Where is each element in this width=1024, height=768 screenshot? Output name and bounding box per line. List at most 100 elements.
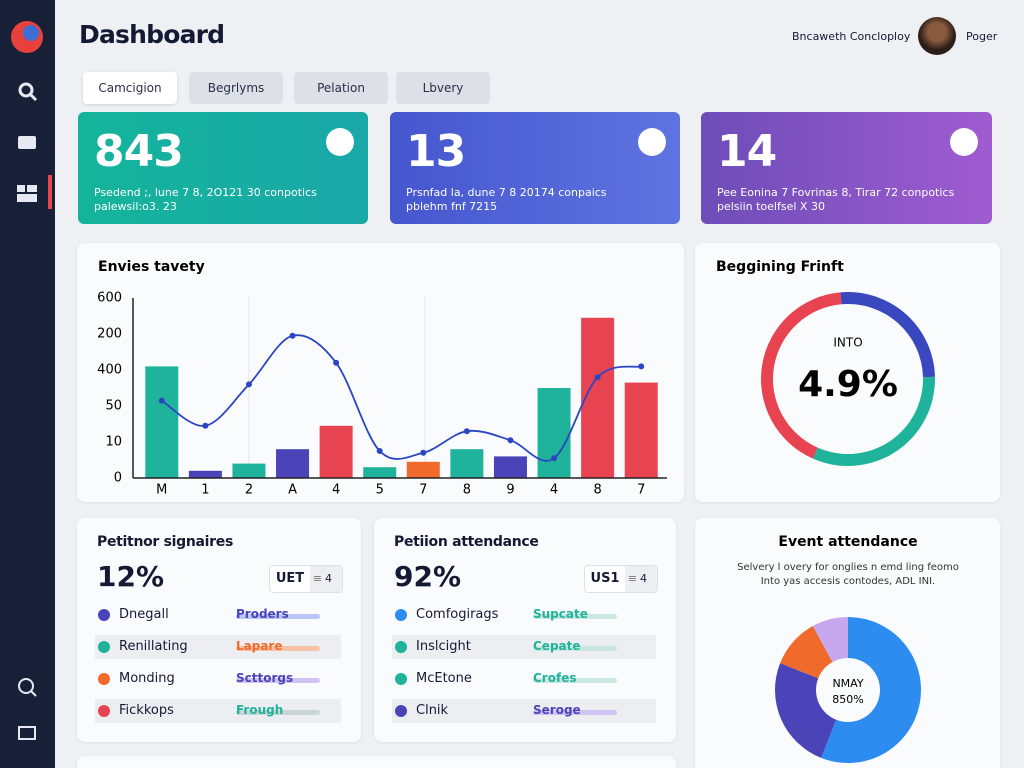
stat-detail: Psedend ;, lune 7 8, 2O121 30 conpotics [94, 186, 317, 199]
center-label: NMAY [832, 677, 863, 690]
row-dot [98, 609, 110, 621]
line-point [420, 449, 427, 456]
row-dot [395, 673, 407, 685]
donut-segment [760, 292, 842, 459]
row-bar [533, 710, 617, 715]
donut-segment [812, 617, 848, 662]
row-bar [236, 646, 320, 651]
center-value: 850% [832, 693, 863, 706]
row-value: Cepate [533, 639, 581, 653]
row-bar [236, 614, 320, 619]
stat-card: 13 Prsnfad la, dune 7 8 20174 conpaics pbl… [390, 112, 680, 224]
y-axis-label: 10 [105, 435, 122, 450]
donut-segment [780, 626, 833, 679]
line-point [158, 397, 165, 404]
row-value: Frough [236, 703, 284, 717]
tab[interactable]: Camcigion [83, 72, 177, 104]
row-dot [395, 641, 407, 653]
x-tick-label: 4 [332, 483, 340, 498]
row-label: Inslcight [416, 639, 471, 654]
row-label: Monding [119, 671, 175, 686]
x-tick-label: 2 [245, 483, 253, 498]
row-value: Supcate [533, 607, 588, 621]
line-point [202, 422, 209, 429]
list-row: Clnik Seroge [392, 699, 656, 723]
donut-segment [775, 663, 837, 758]
line-point [245, 381, 252, 388]
badge-count: 4 [637, 566, 657, 592]
stat-icon[interactable] [950, 128, 978, 156]
bar [188, 470, 222, 478]
x-tick-label: 4 [550, 483, 558, 498]
bar [624, 382, 658, 478]
list-row: Comfogirags Supcate [392, 603, 656, 627]
list-row: Monding Scttorgs [95, 667, 341, 691]
x-tick-label: 8 [593, 483, 601, 498]
stat-detail: palewsil:o3. 23 [94, 200, 177, 213]
row-value: Seroge [533, 703, 581, 717]
sidebar-icons [11, 21, 52, 740]
row-dot [395, 609, 407, 621]
x-tick-label: 8 [463, 483, 471, 498]
bar [319, 425, 353, 478]
avatar[interactable] [918, 17, 956, 55]
stat-detail: pelsiin toelfsel X 30 [717, 200, 825, 213]
bar [406, 461, 440, 478]
row-dot [395, 705, 407, 717]
donut-segment [840, 292, 935, 378]
stat-detail: pblehm fnf 7215 [406, 200, 498, 213]
chart-title: Beggining Frinft [716, 259, 844, 275]
bar [450, 449, 484, 478]
x-tick-label: 5 [376, 483, 384, 498]
card-value: 92% [394, 560, 462, 593]
x-tick-label: 7 [637, 483, 645, 498]
bar [363, 467, 397, 478]
y-axis-label: 50 [105, 399, 122, 414]
chart-subtitle: Into yas accesis contodes, ADL INI. [761, 576, 936, 587]
row-label: Comfogirags [416, 607, 499, 622]
card-value: 12% [97, 560, 165, 593]
user-name[interactable]: Poger [966, 30, 998, 43]
stat-detail: Pee Eonina 7 Fovrinas 8, Tirar 72 conpot… [717, 186, 955, 199]
page-title: Dashboard [79, 20, 225, 49]
x-tick-label: 1 [201, 483, 209, 498]
line-point [333, 359, 340, 366]
stat-card: 14 Pee Eonina 7 Fovrinas 8, Tirar 72 conp… [701, 112, 992, 224]
chart-subtitle: Selvery l overy for onglies n emd ling f… [737, 562, 959, 573]
stat-icon[interactable] [638, 128, 666, 156]
tab[interactable]: Pelation [294, 72, 388, 104]
chart-title: Event attendance [778, 534, 917, 550]
stat-value: 13 [406, 126, 466, 177]
line-point [638, 363, 645, 370]
x-tick-label: M [156, 483, 167, 498]
row-dot [98, 705, 110, 717]
list-row: Renillating Lapare [95, 635, 341, 659]
list-row: Inslcight Cepate [392, 635, 656, 659]
line-point [507, 437, 514, 444]
bar [537, 388, 571, 478]
y-axis-label: 200 [97, 327, 122, 342]
tab[interactable]: Lbvery [396, 72, 490, 104]
badge-icon: ≡ [625, 566, 637, 592]
list-row: Dnegall Proders [95, 603, 341, 627]
stat-icon[interactable] [326, 128, 354, 156]
badge[interactable]: UET ≡ 4 [269, 565, 343, 593]
tab[interactable]: Begrlyms [189, 72, 283, 104]
badge[interactable]: US1 ≡ 4 [584, 565, 658, 593]
row-label: Renillating [119, 639, 188, 654]
bar [493, 456, 527, 478]
y-axis-label: 0 [114, 471, 122, 486]
bar [276, 449, 310, 478]
chart-title: Envies tavety [98, 259, 205, 275]
center-value: 4.9% [798, 364, 898, 405]
row-value: Proders [236, 607, 289, 621]
donut-segment [812, 376, 936, 466]
organization: Bncaweth Concloploy [792, 30, 911, 43]
stat-card: 843 Psedend ;, lune 7 8, 2O121 30 conpoti… [78, 112, 368, 224]
bottom-card [77, 756, 676, 768]
x-tick-label: A [288, 483, 297, 498]
y-axis-label: 600 [97, 291, 122, 306]
row-label: Fickkops [119, 703, 174, 718]
line-point [463, 428, 470, 435]
